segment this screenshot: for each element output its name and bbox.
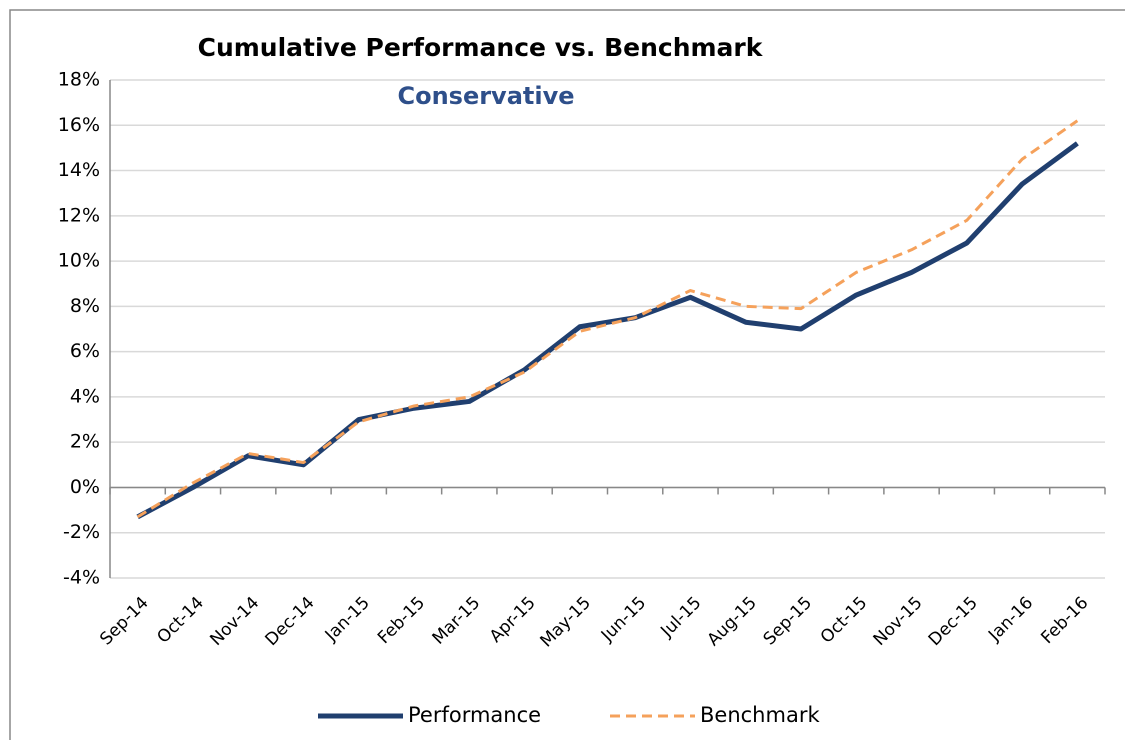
y-tick-label: 16% <box>58 114 100 136</box>
y-tick-label: 0% <box>70 476 100 498</box>
x-tick-label: Nov-15 <box>870 593 927 650</box>
y-tick-label: 2% <box>70 431 100 453</box>
y-tick-label: 6% <box>70 340 100 362</box>
y-tick-label: 18% <box>58 69 100 91</box>
x-tick-label: Apr-15 <box>486 593 540 647</box>
x-tick-label: Jun-15 <box>597 593 650 646</box>
y-tick-label: 12% <box>58 204 100 226</box>
legend-label: Benchmark <box>700 703 820 727</box>
y-tick-label: 8% <box>70 295 100 317</box>
y-tick-label: -2% <box>63 521 100 543</box>
chart-title: Cumulative Performance vs. Benchmark <box>198 33 764 62</box>
series-line <box>136 119 1079 519</box>
y-tick-label: -4% <box>63 567 100 589</box>
x-tick-label: Dec-15 <box>925 593 982 650</box>
series-line <box>136 141 1079 520</box>
x-tick-label: May-15 <box>537 593 595 651</box>
x-tick-label: Oct-14 <box>153 593 208 648</box>
y-tick-label: 10% <box>58 250 100 272</box>
x-tick-label: Sep-15 <box>760 593 816 649</box>
chart-frame <box>9 9 1125 740</box>
x-tick-label: Mar-15 <box>429 593 485 649</box>
x-tick-label: Jan-15 <box>321 593 374 646</box>
chart-subtitle: Conservative <box>397 82 574 110</box>
y-tick-label: 4% <box>70 385 100 407</box>
y-tick-label: 14% <box>58 159 100 181</box>
x-tick-label: Feb-15 <box>374 593 429 648</box>
x-tick-label: Feb-16 <box>1037 593 1092 648</box>
x-tick-label: Dec-14 <box>261 593 318 650</box>
x-tick-label: Oct-15 <box>817 593 872 648</box>
x-tick-label: Jul-15 <box>656 593 705 642</box>
x-tick-label: Nov-14 <box>206 593 263 650</box>
x-tick-label: Sep-14 <box>96 593 152 649</box>
x-tick-label: Jan-16 <box>984 593 1037 646</box>
legend-label: Performance <box>408 703 541 727</box>
x-tick-label: Aug-15 <box>704 593 761 650</box>
